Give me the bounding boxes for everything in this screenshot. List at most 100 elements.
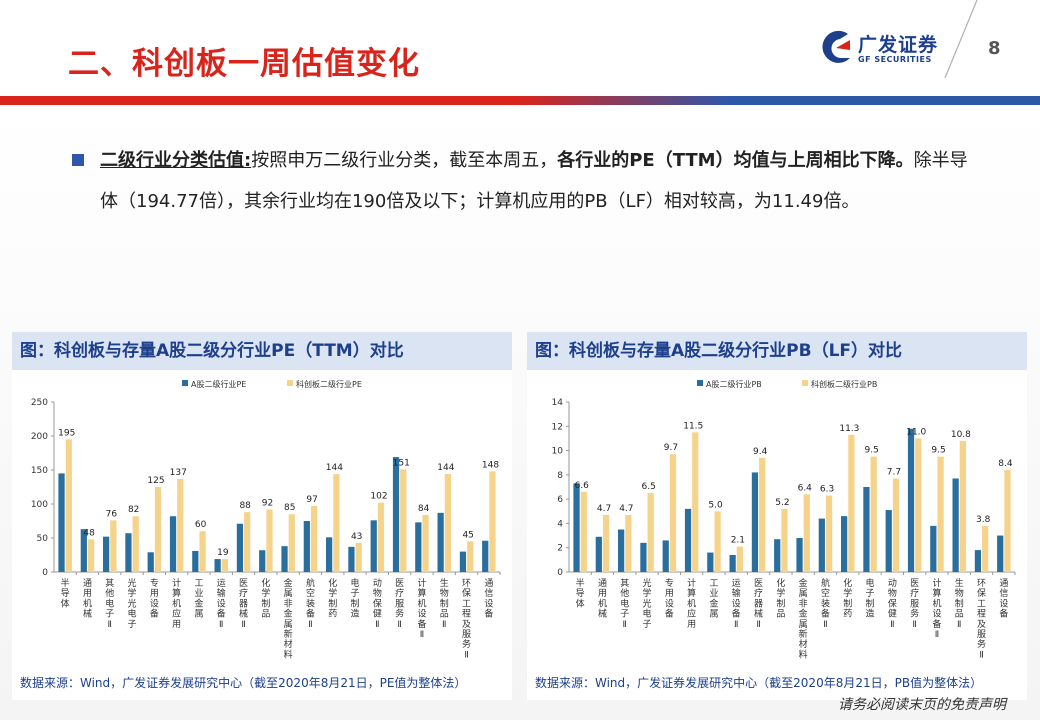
pe-data-label: 92 — [262, 498, 273, 508]
pe-category-label: 电子制造 — [351, 577, 360, 620]
pb-bar-a-share — [818, 518, 825, 572]
pb-y-tick-label: 12 — [552, 422, 563, 432]
summary-part1: 按照申万二级行业分类，截至本周五， — [251, 150, 558, 171]
pb-data-label: 5.2 — [775, 498, 789, 508]
pb-data-label: 9.7 — [664, 443, 678, 453]
pe-data-label: 43 — [351, 532, 362, 542]
page-number: 8 — [988, 38, 1001, 59]
pe-bar-star — [266, 509, 273, 572]
pe-category-label: 工业金属 — [194, 579, 203, 620]
pb-category-label: 光学光电子 — [643, 577, 652, 630]
pb-chart: A股二级行业PB 科创板二级行业PB 0 2 4 6 8 10 12 14 6.6 半导体 4.7 通用机… — [552, 379, 1016, 660]
pb-bar-star — [959, 440, 966, 572]
pe-bar-a-share — [370, 520, 377, 572]
pe-y-tick-label: 50 — [37, 534, 49, 544]
pe-bar-star — [489, 471, 496, 572]
pe-bar-a-share — [214, 559, 221, 572]
pb-data-label: 6.3 — [820, 485, 834, 495]
pe-category-label: 计算机设备 Ⅱ — [417, 577, 426, 640]
pe-y-tick-label: 0 — [42, 568, 48, 578]
pb-data-label: 4.7 — [619, 504, 633, 514]
pe-bar-star — [288, 514, 295, 572]
pe-bar-star — [154, 487, 162, 572]
pb-category-label: 化学制药 — [843, 577, 852, 620]
pe-data-label: 97 — [306, 495, 317, 505]
pb-bar-star — [602, 514, 610, 572]
pe-y-tick-label: 100 — [31, 500, 48, 510]
pb-bar-star — [647, 493, 654, 572]
pe-category-label: 环保工程及服务 Ⅱ — [462, 578, 471, 660]
pe-legend-label: 科创板二级行业PE — [296, 379, 362, 389]
pe-chart: A股二级行业PE 科创板二级行业PE 0 50 100 150 200 250 195 半导体 48… — [31, 379, 501, 660]
pb-bar-a-share — [930, 525, 937, 572]
pb-bar-a-share — [841, 516, 848, 572]
pb-data-label: 4.7 — [597, 504, 611, 514]
summary-lead: 二级行业分类估值: — [100, 150, 252, 171]
pe-category-label: 计算机应用 — [172, 577, 181, 630]
pe-bar-star — [422, 514, 429, 572]
pe-data-label: 88 — [239, 501, 251, 511]
pe-category-label: 通信设备 — [484, 578, 493, 620]
page-title: 二、科创板一周估值变化 — [68, 46, 420, 82]
pb-bar-star — [825, 495, 833, 572]
summary-text: 二级行业分类估值:按照申万二级行业分类，截至本周五，各行业的PE（TTM）均值与… — [100, 140, 972, 222]
pe-data-label: 195 — [58, 428, 75, 438]
company-logo: 广发证券 GF SECURITIES — [820, 28, 950, 72]
pe-y-tick-label: 150 — [31, 466, 48, 476]
pe-data-label: 76 — [106, 509, 118, 519]
pe-bar-star — [377, 502, 385, 572]
header-color-bar — [0, 96, 1040, 105]
pb-bar-star — [714, 511, 721, 572]
pe-data-label: 60 — [195, 520, 207, 530]
pe-bar-a-share — [303, 521, 310, 572]
pb-bar-star — [848, 434, 855, 572]
pb-bar-a-share — [684, 508, 692, 572]
pb-bar-a-share — [662, 540, 669, 572]
pb-data-label: 5.0 — [708, 500, 723, 510]
pe-bar-star — [333, 474, 340, 572]
disclaimer: 请务必阅读末页的免责声明 — [838, 697, 1006, 713]
pe-bar-star — [221, 559, 228, 572]
pe-category-label: 通用机械 — [83, 578, 92, 620]
pb-bar-a-share — [997, 535, 1004, 572]
pb-bar-a-share — [729, 555, 736, 572]
pb-y-tick-label: 4 — [557, 519, 563, 529]
pb-category-label: 通信设备 — [999, 578, 1008, 620]
pe-bar-a-share — [236, 523, 244, 572]
pb-bar-a-share — [573, 483, 580, 572]
pe-chart-source: 数据来源：Wind，广发证券发展研究中心（截至2020年8月21日，PE值为整体… — [20, 676, 467, 690]
pb-bar-a-share — [907, 428, 915, 572]
pb-category-label: 工业金属 — [709, 579, 718, 620]
pe-data-label: 45 — [462, 530, 473, 540]
pe-y-tick-label: 250 — [31, 398, 48, 408]
pe-bar-a-share — [192, 550, 199, 572]
pb-bar-a-share — [618, 529, 625, 572]
pe-bar-a-share — [392, 457, 400, 572]
pb-data-label: 7.7 — [887, 468, 901, 478]
pb-bar-star — [803, 494, 810, 572]
pe-category-label: 航空装备 Ⅱ — [306, 577, 315, 630]
pb-bar-a-share — [885, 510, 892, 572]
pb-bar-a-share — [595, 536, 602, 572]
pb-legend-label: 科创板二级行业PB — [811, 379, 877, 389]
pe-bar-a-share — [80, 529, 87, 572]
pb-data-label: 8.4 — [998, 459, 1013, 469]
pb-category-label: 电子制造 — [866, 577, 875, 620]
pb-category-label: 生物制品 Ⅱ — [955, 577, 964, 630]
pb-data-label: 9.5 — [865, 446, 879, 456]
pe-bar-star — [110, 520, 117, 572]
pe-data-label: 151 — [393, 458, 410, 468]
pe-bar-a-share — [348, 546, 355, 572]
pe-bar-star — [65, 439, 72, 572]
pb-bar-a-share — [952, 478, 959, 572]
pb-category-label: 化学制品 — [776, 577, 785, 620]
pe-category-label: 动物保健 Ⅱ — [373, 578, 382, 630]
pb-legend: A股二级行业PB 科创板二级行业PB — [697, 379, 877, 389]
bullet-square-icon — [72, 154, 84, 166]
pb-bar-star — [580, 491, 587, 572]
pe-bar-a-share — [147, 552, 154, 572]
summary-bullet: 二级行业分类估值:按照申万二级行业分类，截至本周五，各行业的PE（TTM）均值与… — [72, 140, 972, 222]
pb-category-label: 计算机设备 Ⅱ — [932, 577, 941, 640]
pe-data-label: 84 — [418, 504, 430, 514]
pb-bar-a-share — [796, 538, 803, 572]
